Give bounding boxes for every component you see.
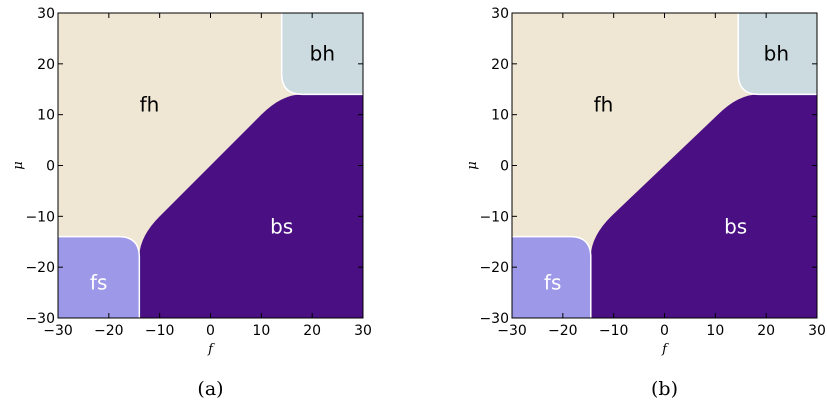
boundary-fs xyxy=(58,235,141,318)
x-tick-label: 10 xyxy=(252,323,270,339)
y-tick-label: 10 xyxy=(491,108,509,124)
region-label-bh: bh xyxy=(764,42,789,66)
x-tick-label: −30 xyxy=(497,323,527,339)
region-label-bh: bh xyxy=(310,42,335,66)
region-label-bs: bs xyxy=(724,215,747,239)
boundary-fs xyxy=(512,235,592,318)
x-tick-label: 20 xyxy=(757,323,775,339)
x-tick-label: −10 xyxy=(599,323,629,339)
x-tick-label: 30 xyxy=(808,323,826,339)
panel-caption: (a) xyxy=(197,378,223,400)
y-tick-label: 20 xyxy=(491,57,509,73)
y-tick-label: −30 xyxy=(479,311,509,327)
y-axis-label: μ xyxy=(465,161,480,169)
x-tick-label: −10 xyxy=(145,323,175,339)
boundary-bh xyxy=(737,13,817,96)
region-fs xyxy=(512,236,591,318)
x-tick-label: 0 xyxy=(660,323,669,339)
y-tick-label: 20 xyxy=(37,57,55,73)
region-fs xyxy=(58,236,140,318)
panel-caption: (b) xyxy=(651,378,678,400)
x-tick-label: −20 xyxy=(548,323,578,339)
region-label-fh: fh xyxy=(594,93,614,117)
x-axis-label: f xyxy=(207,342,215,357)
y-axis-label: μ xyxy=(11,161,26,169)
x-tick-label: −20 xyxy=(94,323,124,339)
x-tick-label: 20 xyxy=(303,323,321,339)
x-tick-label: −30 xyxy=(43,323,73,339)
y-tick-label: 10 xyxy=(37,108,55,124)
x-tick-label: 10 xyxy=(706,323,724,339)
region-bh xyxy=(281,13,363,95)
region-bs xyxy=(590,94,817,318)
x-axis-label: f xyxy=(661,342,669,357)
region-label-fh: fh xyxy=(140,93,160,117)
x-tick-label: 0 xyxy=(206,323,215,339)
x-tick-label: 30 xyxy=(354,323,372,339)
region-bh xyxy=(738,13,817,95)
region-label-fs: fs xyxy=(544,270,561,294)
region-bs xyxy=(139,94,363,318)
y-tick-label: 0 xyxy=(500,159,509,175)
y-tick-label: 30 xyxy=(491,6,509,22)
region-label-bs: bs xyxy=(270,215,293,239)
y-tick-label: 30 xyxy=(37,6,55,22)
region-label-fs: fs xyxy=(90,270,107,294)
panel-b: −30 −20 −10 0 10 20 30 −30 −20 −10 0 10 20 30 f μ fh bh fs… xyxy=(465,6,826,400)
panel-a: −30 −20 −10 0 10 20 30 −30 −20 −10 0 10 20 30 f μ fh bh fs… xyxy=(11,6,372,400)
y-tick-label: −10 xyxy=(479,209,509,225)
boundary-bh xyxy=(280,13,363,96)
y-tick-label: −20 xyxy=(25,260,55,276)
y-tick-label: −10 xyxy=(25,209,55,225)
y-tick-label: −20 xyxy=(479,260,509,276)
y-tick-label: 0 xyxy=(46,159,55,175)
y-tick-label: −30 xyxy=(25,311,55,327)
